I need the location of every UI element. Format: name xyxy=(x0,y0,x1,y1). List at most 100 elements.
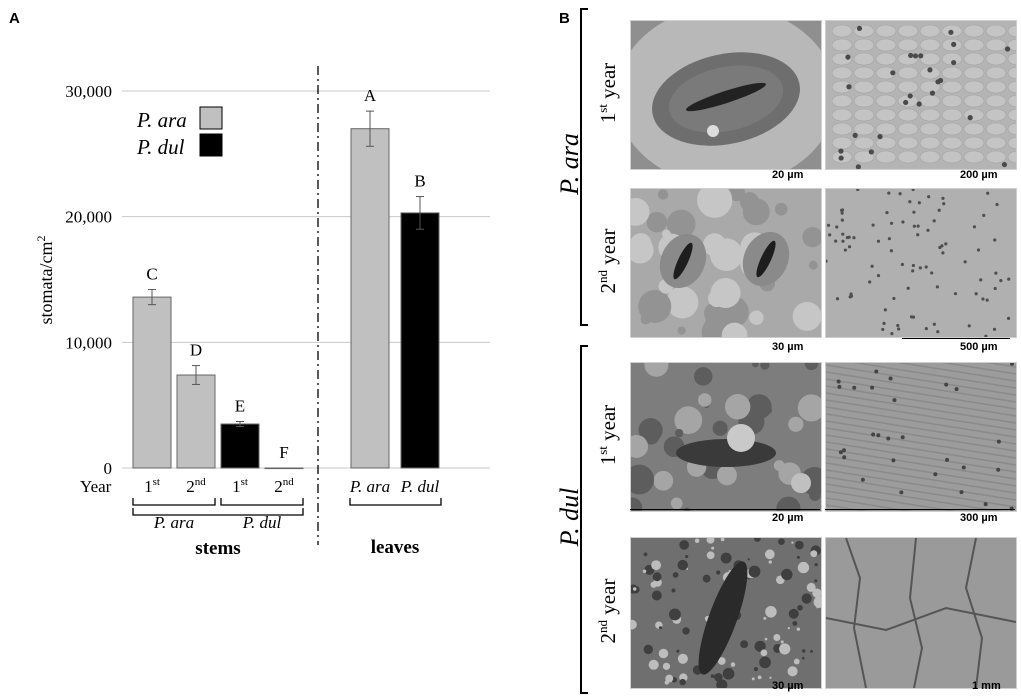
epidermal-cell xyxy=(941,150,963,164)
surface-granule xyxy=(748,565,761,578)
stoma-dot xyxy=(926,228,930,232)
year-label: 1st year xyxy=(595,404,620,466)
epidermal-cell xyxy=(831,94,853,108)
bracket-stems xyxy=(132,508,304,516)
surface-granule xyxy=(662,662,671,671)
stomatal-pore xyxy=(756,240,776,278)
scale-bar-label: 1 mm xyxy=(972,680,1001,692)
surface-stripe xyxy=(826,441,1016,473)
surface-granule xyxy=(711,546,715,550)
epidermal-cell xyxy=(919,136,941,150)
epidermal-cell xyxy=(919,108,941,122)
stoma-dot xyxy=(888,376,893,381)
stoma-dot xyxy=(841,239,845,243)
epidermal-cell xyxy=(963,38,985,52)
stoma-dot xyxy=(828,233,832,237)
stoma-dot xyxy=(847,245,852,249)
stoma-dot xyxy=(954,387,959,392)
surface-texture xyxy=(797,394,821,422)
stoma-dot xyxy=(929,90,936,96)
surface-granule xyxy=(781,568,793,581)
surface-texture xyxy=(631,464,655,495)
surface-granule xyxy=(759,656,771,669)
stoma-dot xyxy=(944,242,948,246)
epidermal-cell xyxy=(919,24,941,38)
epidermal-cell xyxy=(831,38,853,52)
epidermal-cell xyxy=(831,66,853,80)
stoma-dot xyxy=(842,455,847,460)
surface-granule xyxy=(642,569,647,574)
surface-stripe xyxy=(897,363,1016,382)
surface-granule xyxy=(780,640,784,644)
surface-texture xyxy=(631,497,643,511)
surface-texture xyxy=(698,393,712,407)
stoma-dot xyxy=(868,149,874,155)
stoma-dot xyxy=(935,285,940,289)
stoma-dot xyxy=(982,213,986,218)
epidermal-cell xyxy=(853,122,875,136)
stoma-dot xyxy=(916,224,920,228)
epidermal-cell xyxy=(897,150,919,164)
surface-debris xyxy=(661,229,671,239)
epidermal-cell xyxy=(963,122,985,136)
stoma-dot xyxy=(912,224,916,228)
surface-debris xyxy=(677,326,686,335)
sem-micrograph xyxy=(825,188,1017,338)
surface-granule xyxy=(754,640,766,652)
y-tick-label: 10,000 xyxy=(65,333,112,352)
surface-granule xyxy=(747,558,750,561)
stoma-dot xyxy=(891,458,896,463)
epidermal-cell xyxy=(919,38,941,52)
epidermal-cell xyxy=(831,108,853,122)
surface-texture xyxy=(788,416,804,432)
epidermal-cell xyxy=(941,66,963,80)
stoma-dot xyxy=(1004,46,1011,52)
epidermal-cell xyxy=(897,66,919,80)
surface-texture xyxy=(674,406,703,435)
surface-stripe xyxy=(826,364,1016,396)
surface-granule xyxy=(702,574,711,583)
surface-granule xyxy=(769,676,772,679)
surface-granule xyxy=(802,649,806,653)
surface-granule xyxy=(787,626,790,630)
stoma-dot xyxy=(871,223,875,227)
epidermal-cell xyxy=(941,80,963,94)
stoma-dot xyxy=(974,292,978,296)
epidermal-cell xyxy=(919,94,941,108)
surface-stripe xyxy=(826,469,1016,501)
stoma-dot xyxy=(924,326,928,331)
surface-stripe xyxy=(826,427,1016,459)
debris xyxy=(727,424,755,452)
y-tick-label: 30,000 xyxy=(65,82,112,101)
epidermal-cell xyxy=(875,80,897,94)
surface-granule xyxy=(810,550,818,558)
epidermal-cell xyxy=(853,108,875,122)
surface-granule xyxy=(672,572,679,578)
stoma-dot xyxy=(906,286,910,290)
surface-texture xyxy=(716,465,737,486)
stoma-dot xyxy=(845,235,850,240)
epidermal-cell xyxy=(1007,52,1016,66)
epidermal-cell xyxy=(853,136,875,150)
surface-granule xyxy=(716,679,728,688)
surface-crack xyxy=(908,538,924,688)
epidermal-cell xyxy=(941,52,963,66)
stoma-dot xyxy=(993,286,997,291)
surface-granule xyxy=(753,667,759,672)
legend-swatch xyxy=(199,133,223,157)
surface-granule xyxy=(796,555,800,559)
surface-granule xyxy=(773,633,781,641)
stoma-dot xyxy=(843,248,847,252)
stoma-dot xyxy=(936,330,940,334)
surface-texture xyxy=(644,363,669,377)
stoma-dot xyxy=(876,239,881,243)
scale-bar xyxy=(825,509,1015,510)
stoma-dot xyxy=(979,278,983,282)
surface-granule xyxy=(717,657,726,665)
bracket-stems-pa xyxy=(132,498,216,506)
stoma-dot xyxy=(899,490,904,495)
surface-texture xyxy=(675,429,684,438)
stoma-dot xyxy=(961,465,966,470)
surface-granule xyxy=(706,538,715,544)
stoma-dot xyxy=(886,436,891,441)
